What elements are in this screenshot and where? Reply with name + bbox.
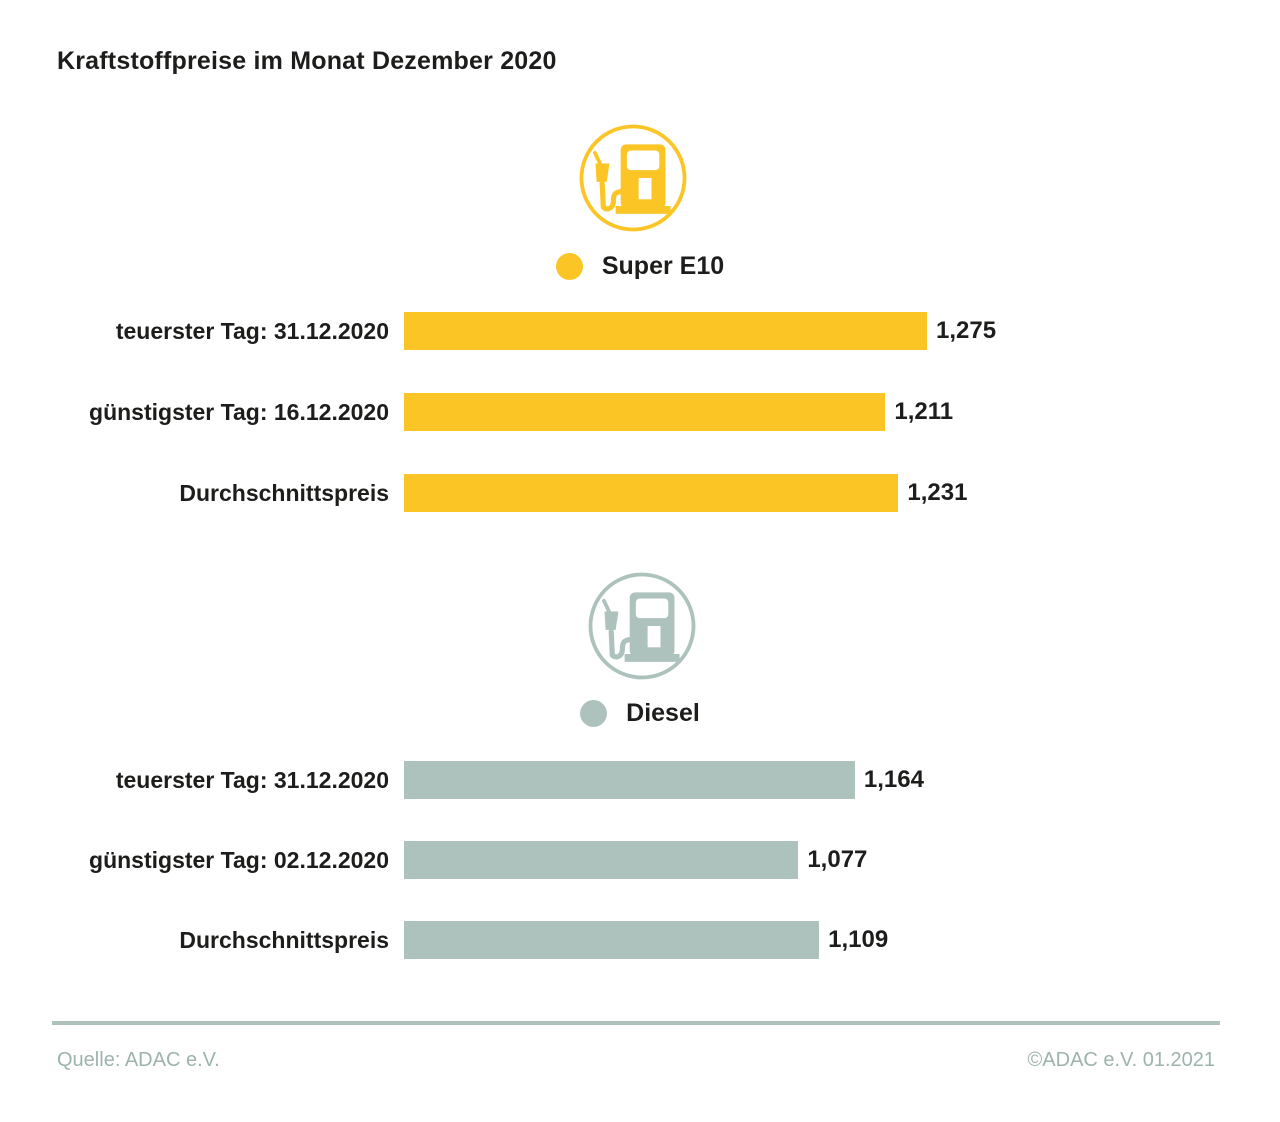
bar-track: 1,231 [404, 474, 967, 512]
bar-category-label: günstigster Tag: 02.12.2020 [89, 846, 389, 873]
bar-value-label: 1,275 [936, 317, 997, 344]
bar-value-label: 1,109 [828, 926, 889, 953]
bar [404, 841, 799, 879]
bar-row: günstigster Tag: 16.12.2020 1,211 [0, 393, 1280, 431]
footer-divider [52, 1021, 1220, 1025]
bar [404, 312, 927, 350]
legend-super-e10: Super E10 [0, 252, 1280, 281]
bar-value-label: 1,164 [863, 766, 924, 793]
bar-category-label: Durchschnittspreis [179, 926, 389, 953]
legend-label-diesel: Diesel [626, 699, 700, 727]
legend-dot-super-e10-icon [555, 253, 583, 280]
bar-row: günstigster Tag: 02.12.2020 1,077 [0, 841, 1280, 879]
bar-category-label: Durchschnittspreis [179, 479, 389, 506]
bar-category-label: günstigster Tag: 16.12.2020 [89, 398, 389, 425]
bar-row: teuerster Tag: 31.12.2020 1,164 [0, 761, 1280, 799]
bar-row: Durchschnittspreis 1,109 [0, 921, 1280, 959]
bar-value-label: 1,077 [807, 846, 868, 873]
bar [404, 761, 855, 799]
bar-group-super-e10: teuerster Tag: 31.12.2020 1,275 günstigs… [0, 312, 1280, 555]
bar [404, 921, 820, 959]
bar-track: 1,164 [404, 761, 927, 799]
bar-row: Durchschnittspreis 1,231 [0, 474, 1280, 512]
copyright-notice: ©ADAC e.V. 01.2021 [1027, 1049, 1215, 1071]
bar-track: 1,275 [404, 312, 996, 350]
bar-category-label: teuerster Tag: 31.12.2020 [115, 317, 389, 344]
bar-group-diesel: teuerster Tag: 31.12.2020 1,164 günstigs… [0, 761, 1280, 1001]
bar-track: 1,109 [404, 921, 927, 959]
bar [404, 393, 886, 431]
bar-value-label: 1,211 [894, 398, 954, 425]
fuel-pump-icon [586, 570, 698, 682]
bar-track: 1,211 [404, 393, 953, 431]
bar-category-label: teuerster Tag: 31.12.2020 [115, 766, 389, 793]
legend-diesel: Diesel [0, 699, 1280, 728]
bar [404, 474, 899, 512]
bar-track: 1,077 [404, 841, 927, 879]
page-title: Kraftstoffpreise im Monat Dezember 2020 [57, 47, 557, 75]
legend-label-super-e10: Super E10 [601, 252, 725, 280]
legend-dot-diesel-icon [580, 700, 608, 727]
source-attribution: Quelle: ADAC e.V. [57, 1049, 220, 1071]
fuel-pump-icon [577, 122, 689, 234]
bar-value-label: 1,231 [907, 479, 968, 506]
bar-row: teuerster Tag: 31.12.2020 1,275 [0, 312, 1280, 350]
